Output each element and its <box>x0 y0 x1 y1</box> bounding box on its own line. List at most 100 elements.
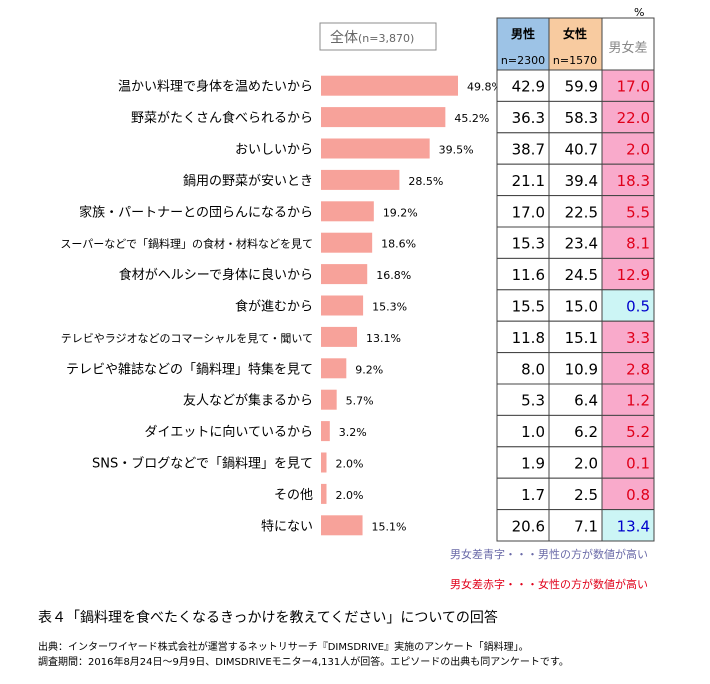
chart: 全体(n=3,870) % 男性 n=2300 女性 n=1570 男女差 温か… <box>60 6 655 591</box>
legend-box <box>319 22 437 51</box>
female-value: 2.5 <box>574 486 598 504</box>
diff-cell <box>601 289 655 322</box>
total-value-label: 39.5% <box>439 144 474 157</box>
female-value: 39.4 <box>565 172 598 190</box>
diff-cell <box>601 446 655 479</box>
category-label: 友人などが集まるから <box>183 393 313 409</box>
total-bar <box>321 138 430 159</box>
diff-value: 22.0 <box>617 109 650 127</box>
total-bar <box>321 75 458 96</box>
diff-cell <box>601 320 655 354</box>
total-bar <box>321 169 400 190</box>
unit-mark: % <box>634 6 644 19</box>
female-cell <box>548 69 603 102</box>
diff-cell <box>601 257 655 291</box>
total-value-label: 13.1% <box>366 332 401 345</box>
diff-value: 12.9 <box>617 266 650 284</box>
diff-cell <box>601 509 655 542</box>
male-value: 11.6 <box>512 266 545 284</box>
female-cell <box>548 100 603 134</box>
total-bar <box>321 515 363 536</box>
diff-value: 3.3 <box>626 329 650 347</box>
category-label: 特にない <box>261 519 313 534</box>
female-cell <box>548 195 603 228</box>
category-label: SNS・ブログなどで「鍋料理」を見て <box>92 456 313 472</box>
female-value: 7.1 <box>574 517 598 535</box>
diff-value: 17.0 <box>617 78 650 96</box>
total-value-label: 15.1% <box>372 520 407 533</box>
female-value: 59.9 <box>565 78 598 96</box>
male-cell <box>496 477 550 511</box>
male-value: 21.1 <box>512 172 545 190</box>
male-cell <box>496 320 550 354</box>
diff-cell <box>601 352 655 385</box>
total-bar <box>321 358 347 379</box>
category-label: その他 <box>274 488 313 503</box>
category-label: 温かい料理で身体を温めたいから <box>118 79 313 95</box>
total-bar <box>321 452 327 473</box>
female-value: 15.0 <box>565 298 598 316</box>
diff-value: 0.5 <box>626 298 650 316</box>
total-bar <box>321 201 374 222</box>
male-value: 1.0 <box>521 423 545 441</box>
diff-value: 13.4 <box>617 517 650 535</box>
male-cell <box>496 132 550 165</box>
total-value-label: 45.2% <box>454 112 489 125</box>
diff-cell <box>601 132 655 165</box>
male-value: 20.6 <box>512 517 545 535</box>
female-cell <box>548 163 603 197</box>
total-bar <box>321 107 446 128</box>
female-header-cell <box>548 17 603 71</box>
category-label: ダイエットに向いているから <box>145 424 313 440</box>
male-value: 17.0 <box>512 203 545 221</box>
diff-cell <box>601 69 655 102</box>
female-value: 22.5 <box>565 203 598 221</box>
total-value-label: 16.8% <box>376 269 411 282</box>
total-value-label: 18.6% <box>381 238 416 251</box>
total-value-label: 9.2% <box>355 363 383 376</box>
female-value: 58.3 <box>565 109 598 127</box>
diff-cell <box>601 226 655 259</box>
female-value: 24.5 <box>565 266 598 284</box>
total-value-label: 2.0% <box>336 458 364 471</box>
source-line-1: 出典：インターワイヤード株式会社が運営するネットリサーチ『DIMSDRIVE』実… <box>38 642 529 653</box>
male-header-n: n=2300 <box>501 54 545 67</box>
total-value-label: 19.2% <box>383 206 418 219</box>
male-cell <box>496 414 550 448</box>
total-bar <box>321 326 358 347</box>
male-cell <box>496 446 550 479</box>
diff-value: 2.0 <box>626 141 650 159</box>
category-label: 野菜がたくさん食べられるから <box>131 110 313 126</box>
category-label: 鍋用の野菜が安いとき <box>183 173 313 189</box>
male-value: 5.3 <box>521 392 545 410</box>
diff-value: 0.8 <box>626 486 650 504</box>
female-cell <box>548 289 603 322</box>
female-value: 15.1 <box>565 329 598 347</box>
total-value-label: 15.3% <box>372 301 407 314</box>
diff-cell <box>601 414 655 448</box>
total-bar <box>321 295 364 316</box>
male-value: 15.3 <box>512 235 545 253</box>
male-cell <box>496 163 550 197</box>
category-label: 食材がヘルシーで身体に良いから <box>119 267 313 283</box>
diff-cell <box>601 195 655 228</box>
table-caption: 表４「鍋料理を食べたくなるきっかけを教えてください」についての回答 <box>38 610 498 626</box>
diff-value: 1.2 <box>626 392 650 410</box>
note-blue: 男女差青字・・・男性の方が数値が高い <box>450 547 648 561</box>
diff-header-cell <box>601 17 655 71</box>
male-cell <box>496 352 550 385</box>
source-line-2: 調査期間：2016年8月24日～9月9日、DIMSDRIVEモニター4,131人… <box>38 657 569 668</box>
total-value-label: 28.5% <box>408 175 443 188</box>
category-label: 食が進むから <box>235 299 313 315</box>
male-value: 11.8 <box>512 329 545 347</box>
male-value: 8.0 <box>521 360 545 378</box>
male-value: 1.7 <box>521 486 545 504</box>
female-value: 6.2 <box>574 423 598 441</box>
female-value: 40.7 <box>565 141 598 159</box>
male-header-cell <box>496 17 550 71</box>
male-value: 36.3 <box>512 109 545 127</box>
total-value-label: 5.7% <box>346 395 374 408</box>
female-value: 10.9 <box>565 360 598 378</box>
diff-value: 5.5 <box>626 203 650 221</box>
female-cell <box>548 414 603 448</box>
